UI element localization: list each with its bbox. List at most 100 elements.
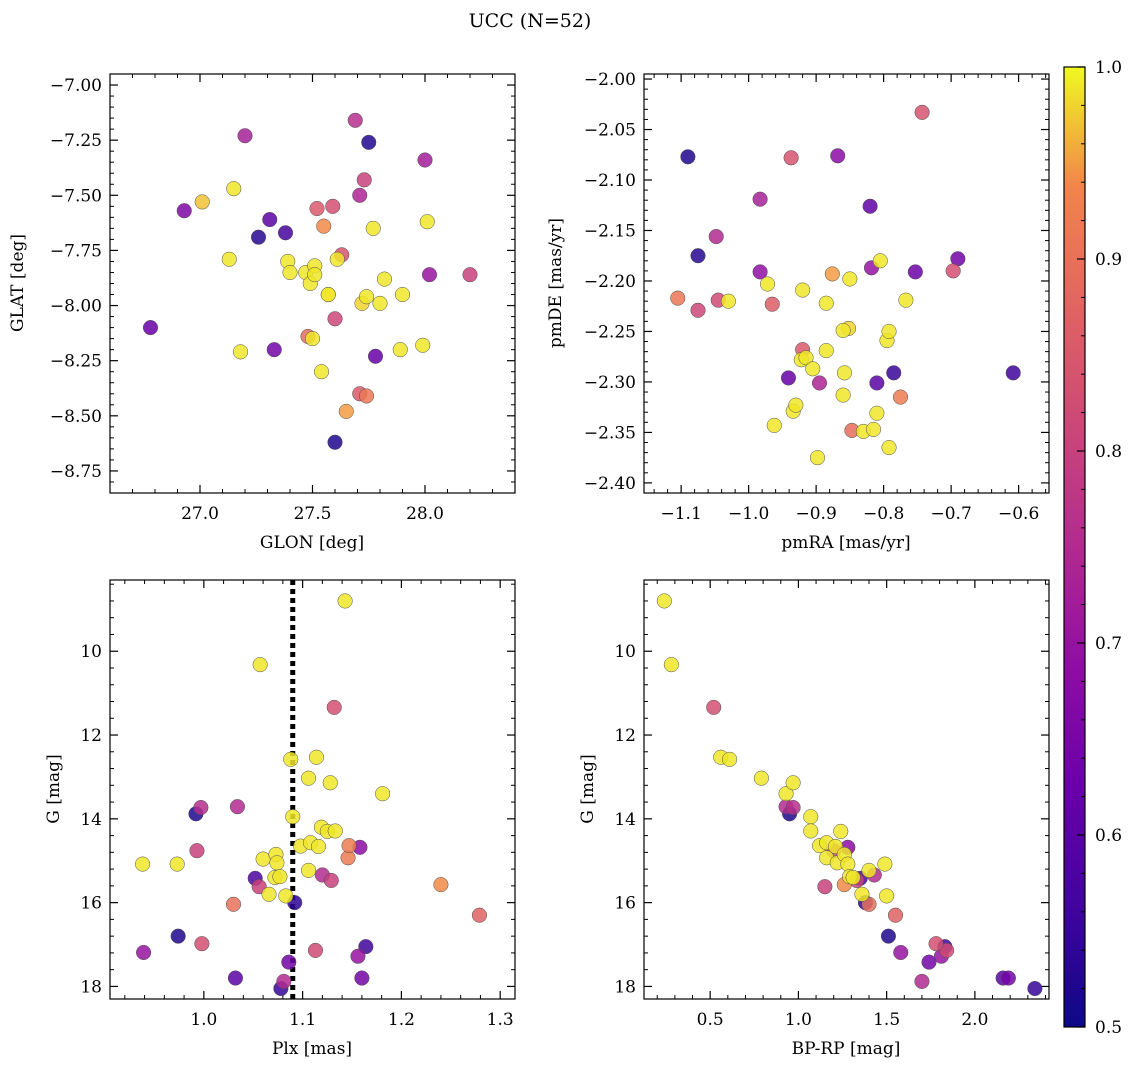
data-point — [783, 150, 799, 166]
data-point — [845, 869, 861, 886]
data-point — [365, 220, 381, 236]
data-point — [310, 838, 326, 855]
data-point — [766, 417, 782, 433]
data-point — [261, 886, 277, 902]
data-point — [193, 799, 209, 816]
data-point — [308, 749, 325, 765]
y-tick-label: 10 — [80, 642, 102, 662]
data-point — [835, 322, 851, 338]
y-tick-label: −2.10 — [584, 171, 636, 191]
data-point — [928, 936, 944, 952]
data-point — [805, 361, 821, 377]
y-tick-label: −2.20 — [584, 272, 636, 292]
data-point — [764, 296, 780, 312]
colorbar-tick-label: 0.9 — [1095, 250, 1122, 270]
data-point — [135, 856, 151, 872]
y-tick-label: −2.40 — [584, 474, 636, 494]
data-point — [327, 434, 343, 450]
colorbar-tick-label: 0.8 — [1095, 442, 1122, 462]
y-tick-label: −8.50 — [50, 407, 102, 427]
figure-title: UCC (N=52) — [469, 10, 592, 32]
data-point — [690, 248, 706, 264]
y-tick-label: 16 — [614, 894, 636, 914]
colorbar: 0.5 0.6 0.7 0.8 0.9 1.0 — [1063, 58, 1122, 1038]
data-point — [1000, 970, 1016, 986]
data-point — [1005, 365, 1021, 381]
data-point — [433, 877, 449, 893]
data-point — [367, 348, 384, 364]
data-point — [809, 450, 826, 466]
data-point — [356, 172, 372, 188]
data-point — [656, 593, 672, 609]
data-point — [316, 218, 332, 234]
data-point — [872, 253, 888, 269]
data-point — [313, 364, 330, 380]
data-point — [341, 838, 357, 854]
data-point — [237, 128, 253, 144]
data-point — [862, 198, 878, 214]
data-point — [720, 293, 736, 309]
data-point — [252, 657, 268, 673]
data-point — [194, 936, 210, 952]
x-tick-label: 1.5 — [873, 1010, 900, 1030]
data-point — [307, 942, 324, 958]
data-point — [818, 295, 834, 311]
x-tick-label: 1.1 — [289, 1010, 316, 1030]
data-point — [753, 770, 769, 786]
data-point — [347, 112, 363, 128]
y-tick-label: −8.75 — [50, 462, 102, 482]
data-point — [281, 954, 297, 970]
plot-frame — [643, 73, 1050, 494]
data-point — [887, 907, 904, 923]
y-tick-label: 18 — [80, 977, 102, 997]
x-tick-label: 27.0 — [181, 504, 219, 524]
data-point — [372, 295, 388, 311]
data-point — [759, 276, 776, 292]
y-tick-label: −2.15 — [584, 221, 636, 241]
y-tick-label: 16 — [80, 894, 102, 914]
y-tick-label: 12 — [80, 726, 102, 746]
data-point — [227, 970, 244, 986]
data-point — [670, 290, 686, 306]
data-point — [879, 888, 895, 904]
data-point — [194, 194, 210, 210]
x-tick-label: 1.2 — [388, 1010, 415, 1030]
data-point — [229, 799, 245, 815]
data-point — [914, 104, 930, 120]
data-point — [893, 944, 909, 961]
x-axis-label: BP-RP [mag] — [792, 1039, 901, 1059]
data-point — [283, 751, 299, 767]
data-point — [278, 888, 294, 904]
data-point — [354, 970, 370, 986]
data-point — [176, 203, 192, 219]
data-point — [706, 699, 722, 715]
data-point — [785, 799, 801, 816]
x-tick-label: −1.1 — [660, 504, 701, 524]
data-point — [376, 271, 393, 287]
y-axis-label: GLAT [deg] — [8, 234, 28, 332]
data-point — [836, 365, 853, 381]
colorbar-gradient — [1064, 67, 1085, 1027]
plot-content: 1.0 1.1 1.2 1.3 10 12 14 16 18 — [80, 580, 515, 1030]
data-point — [907, 264, 923, 280]
data-point — [394, 286, 411, 303]
colorbar-frame — [1063, 66, 1086, 1028]
data-point — [282, 264, 298, 281]
data-point — [415, 337, 431, 353]
data-point — [358, 388, 375, 404]
y-tick-label: −7.75 — [50, 241, 102, 261]
data-point — [795, 282, 811, 298]
data-point — [189, 843, 205, 859]
data-point — [226, 181, 242, 197]
data-point — [266, 342, 282, 358]
data-point — [325, 198, 341, 214]
data-point — [421, 267, 438, 283]
data-point — [840, 856, 856, 872]
data-point — [307, 267, 323, 283]
data-point — [817, 879, 833, 895]
x-tick-label: 0.5 — [697, 1010, 724, 1030]
data-point — [320, 286, 336, 303]
data-point — [1027, 980, 1043, 997]
data-point — [272, 869, 288, 885]
